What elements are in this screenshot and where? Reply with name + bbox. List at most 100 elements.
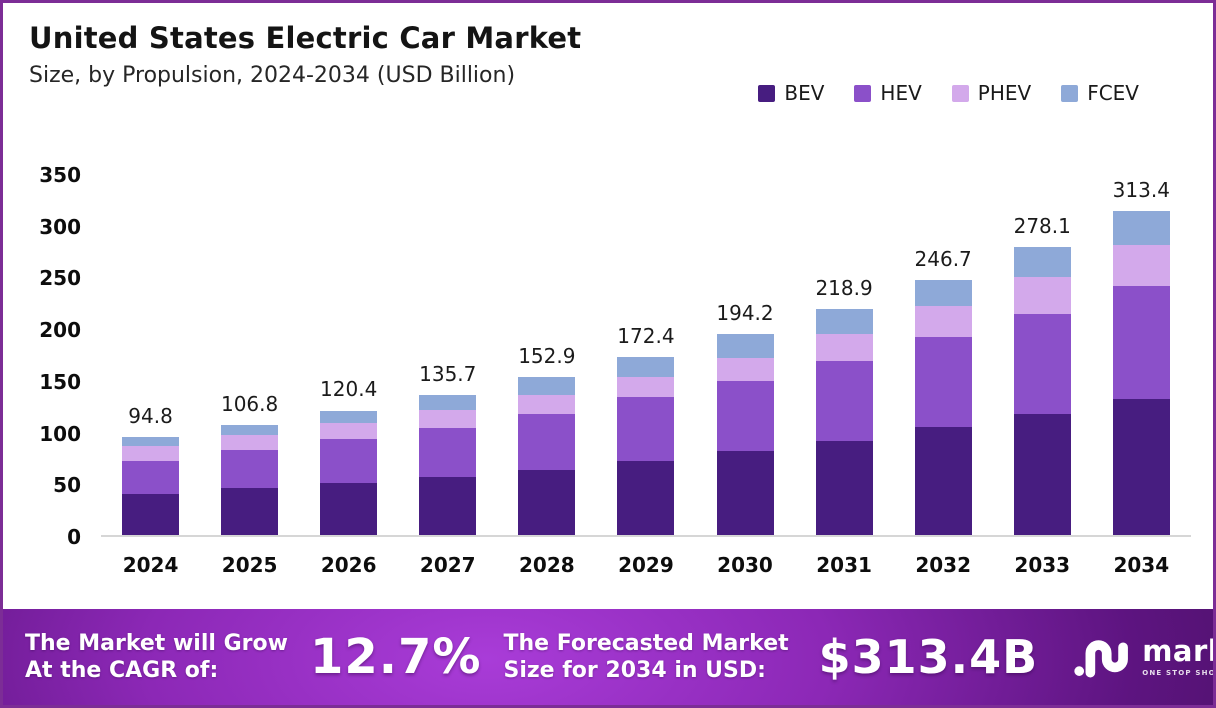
x-axis-label-2026: 2026 (320, 553, 377, 577)
plot-area: 94.8 2024 106.8 2025 120.4 2026 135.7 2027 152.9… (101, 175, 1191, 577)
legend-item-bev: BEV (758, 81, 824, 105)
bar-column-2031: 218.9 2031 (815, 276, 873, 577)
cagr-label-line2: At the CAGR of: (25, 658, 219, 683)
x-axis-label-2034: 2034 (1113, 553, 1170, 577)
legend-item-phev: PHEV (951, 81, 1032, 105)
bar-column-2028: 152.9 2028 (518, 344, 576, 577)
y-axis-tick-100: 100 (39, 421, 81, 446)
bar-total-label: 313.4 (1112, 177, 1170, 202)
forecast-label-line2: Size for 2034 in USD: (503, 658, 766, 683)
bar-total-label: 194.2 (716, 301, 774, 326)
bar-column-2024: 94.8 2024 (122, 404, 180, 577)
bar-segment-fcev (716, 334, 774, 358)
bar-segment-hev (320, 438, 378, 483)
legend: BEV HEV PHEV FCEV (758, 81, 1139, 105)
legend-swatch-fcev (1061, 84, 1079, 102)
brand-name: market.us (1142, 634, 1213, 668)
bar-segment-bev (419, 477, 477, 535)
bar-segment-hev (221, 450, 279, 489)
bar-segment-phev (716, 357, 774, 381)
bar-segment-hev (914, 337, 972, 427)
bar-segment-fcev (1013, 247, 1071, 278)
bar-segment-fcev (518, 376, 576, 395)
bar-segment-phev (1013, 277, 1071, 314)
bar-segment-bev (815, 441, 873, 535)
bar-column-2027: 135.7 2027 (419, 362, 477, 577)
legend-label: HEV (880, 81, 922, 105)
x-axis-label-2032: 2032 (915, 553, 971, 577)
x-axis-label-2030: 2030 (717, 553, 773, 577)
bar-segment-hev (518, 413, 576, 470)
header: United States Electric Car Market Size, … (29, 21, 581, 88)
bar-segment-fcev (122, 436, 180, 447)
bar-segment-fcev (815, 308, 873, 334)
y-axis-tick-200: 200 (39, 318, 81, 343)
bar-total-label: 152.9 (518, 343, 576, 368)
bar-segment-hev (716, 380, 774, 451)
bar-segment-bev (1013, 414, 1071, 535)
bar-segment-hev (419, 427, 477, 478)
bar-total-label: 135.7 (419, 361, 477, 386)
bar-segment-phev (914, 305, 972, 338)
y-axis-tick-300: 300 (39, 214, 81, 239)
y-axis-tick-250: 250 (39, 266, 81, 291)
bar-segment-bev (914, 426, 972, 535)
bar-segment-hev (1013, 313, 1071, 415)
x-axis-label-2029: 2029 (618, 553, 674, 577)
x-axis-label-2028: 2028 (519, 553, 575, 577)
bar-segment-phev (1112, 245, 1170, 286)
bar-segment-fcev (419, 394, 477, 410)
bar-column-2034: 313.4 2034 (1112, 178, 1170, 577)
bar-segment-fcev (221, 424, 279, 435)
x-axis-label-2025: 2025 (221, 553, 278, 577)
bar-segment-phev (518, 394, 576, 414)
marketus-logo-icon (1074, 640, 1129, 678)
bar-column-2030: 194.2 2030 (716, 301, 774, 577)
cagr-value: 12.7% (309, 629, 482, 685)
forecast-label-line1: The Forecasted Market (503, 630, 789, 656)
bar-segment-phev (419, 409, 477, 428)
bar-segment-bev (716, 450, 774, 535)
bar-segment-fcev (914, 279, 972, 306)
bar-segment-phev (320, 422, 378, 439)
bar-total-label: 172.4 (617, 323, 675, 348)
bar-segment-phev (122, 446, 180, 461)
bar-total-label: 278.1 (1013, 214, 1071, 239)
bar-column-2029: 172.4 2029 (617, 324, 675, 577)
y-axis-tick-350: 350 (39, 163, 81, 187)
cagr-label: The Market will Grow At the CAGR of: (25, 630, 288, 685)
legend-swatch-bev (758, 84, 776, 102)
bar-segment-hev (1112, 285, 1170, 399)
bar-segment-fcev (320, 410, 378, 423)
bar-segment-hev (617, 397, 675, 461)
bar-segment-hev (815, 360, 873, 442)
bar-segment-fcev (1112, 210, 1170, 246)
bar-segment-hev (122, 460, 180, 495)
y-axis-tick-50: 50 (53, 473, 81, 498)
bar-total-label: 246.7 (914, 246, 972, 271)
page-subtitle: Size, by Propulsion, 2024-2034 (USD Bill… (29, 63, 516, 88)
legend-label: BEV (784, 81, 825, 105)
bar-segment-bev (1112, 398, 1170, 535)
brand-logo: market.us ONE STOP SHOP FOR THE REPORTS (1074, 634, 1216, 680)
bar-segment-bev (122, 494, 180, 535)
y-axis-tick-150: 150 (39, 369, 81, 394)
bar-segment-bev (518, 469, 576, 535)
legend-item-fcev: FCEV (1061, 81, 1139, 105)
bar-column-2025: 106.8 2025 (221, 392, 279, 577)
legend-label: PHEV (977, 81, 1032, 105)
legend-swatch-phev (951, 84, 969, 102)
bar-total-label: 218.9 (815, 275, 873, 300)
page-title: United States Electric Car Market (29, 21, 582, 55)
bar-segment-phev (815, 333, 873, 361)
forecast-value: $313.4B (818, 630, 1039, 684)
legend-swatch-hev (854, 84, 872, 102)
x-axis-label-2024: 2024 (122, 553, 179, 577)
cagr-label-line1: The Market will Grow (25, 630, 288, 656)
brand-text: market.us ONE STOP SHOP FOR THE REPORTS (1142, 634, 1216, 677)
x-axis-label-2031: 2031 (816, 553, 872, 577)
bar-column-2032: 246.7 2032 (914, 247, 972, 577)
y-axis: 0 50 100 150 200 250 300 350 (31, 164, 101, 548)
brand-tagline: ONE STOP SHOP FOR THE REPORTS (1142, 669, 1216, 677)
